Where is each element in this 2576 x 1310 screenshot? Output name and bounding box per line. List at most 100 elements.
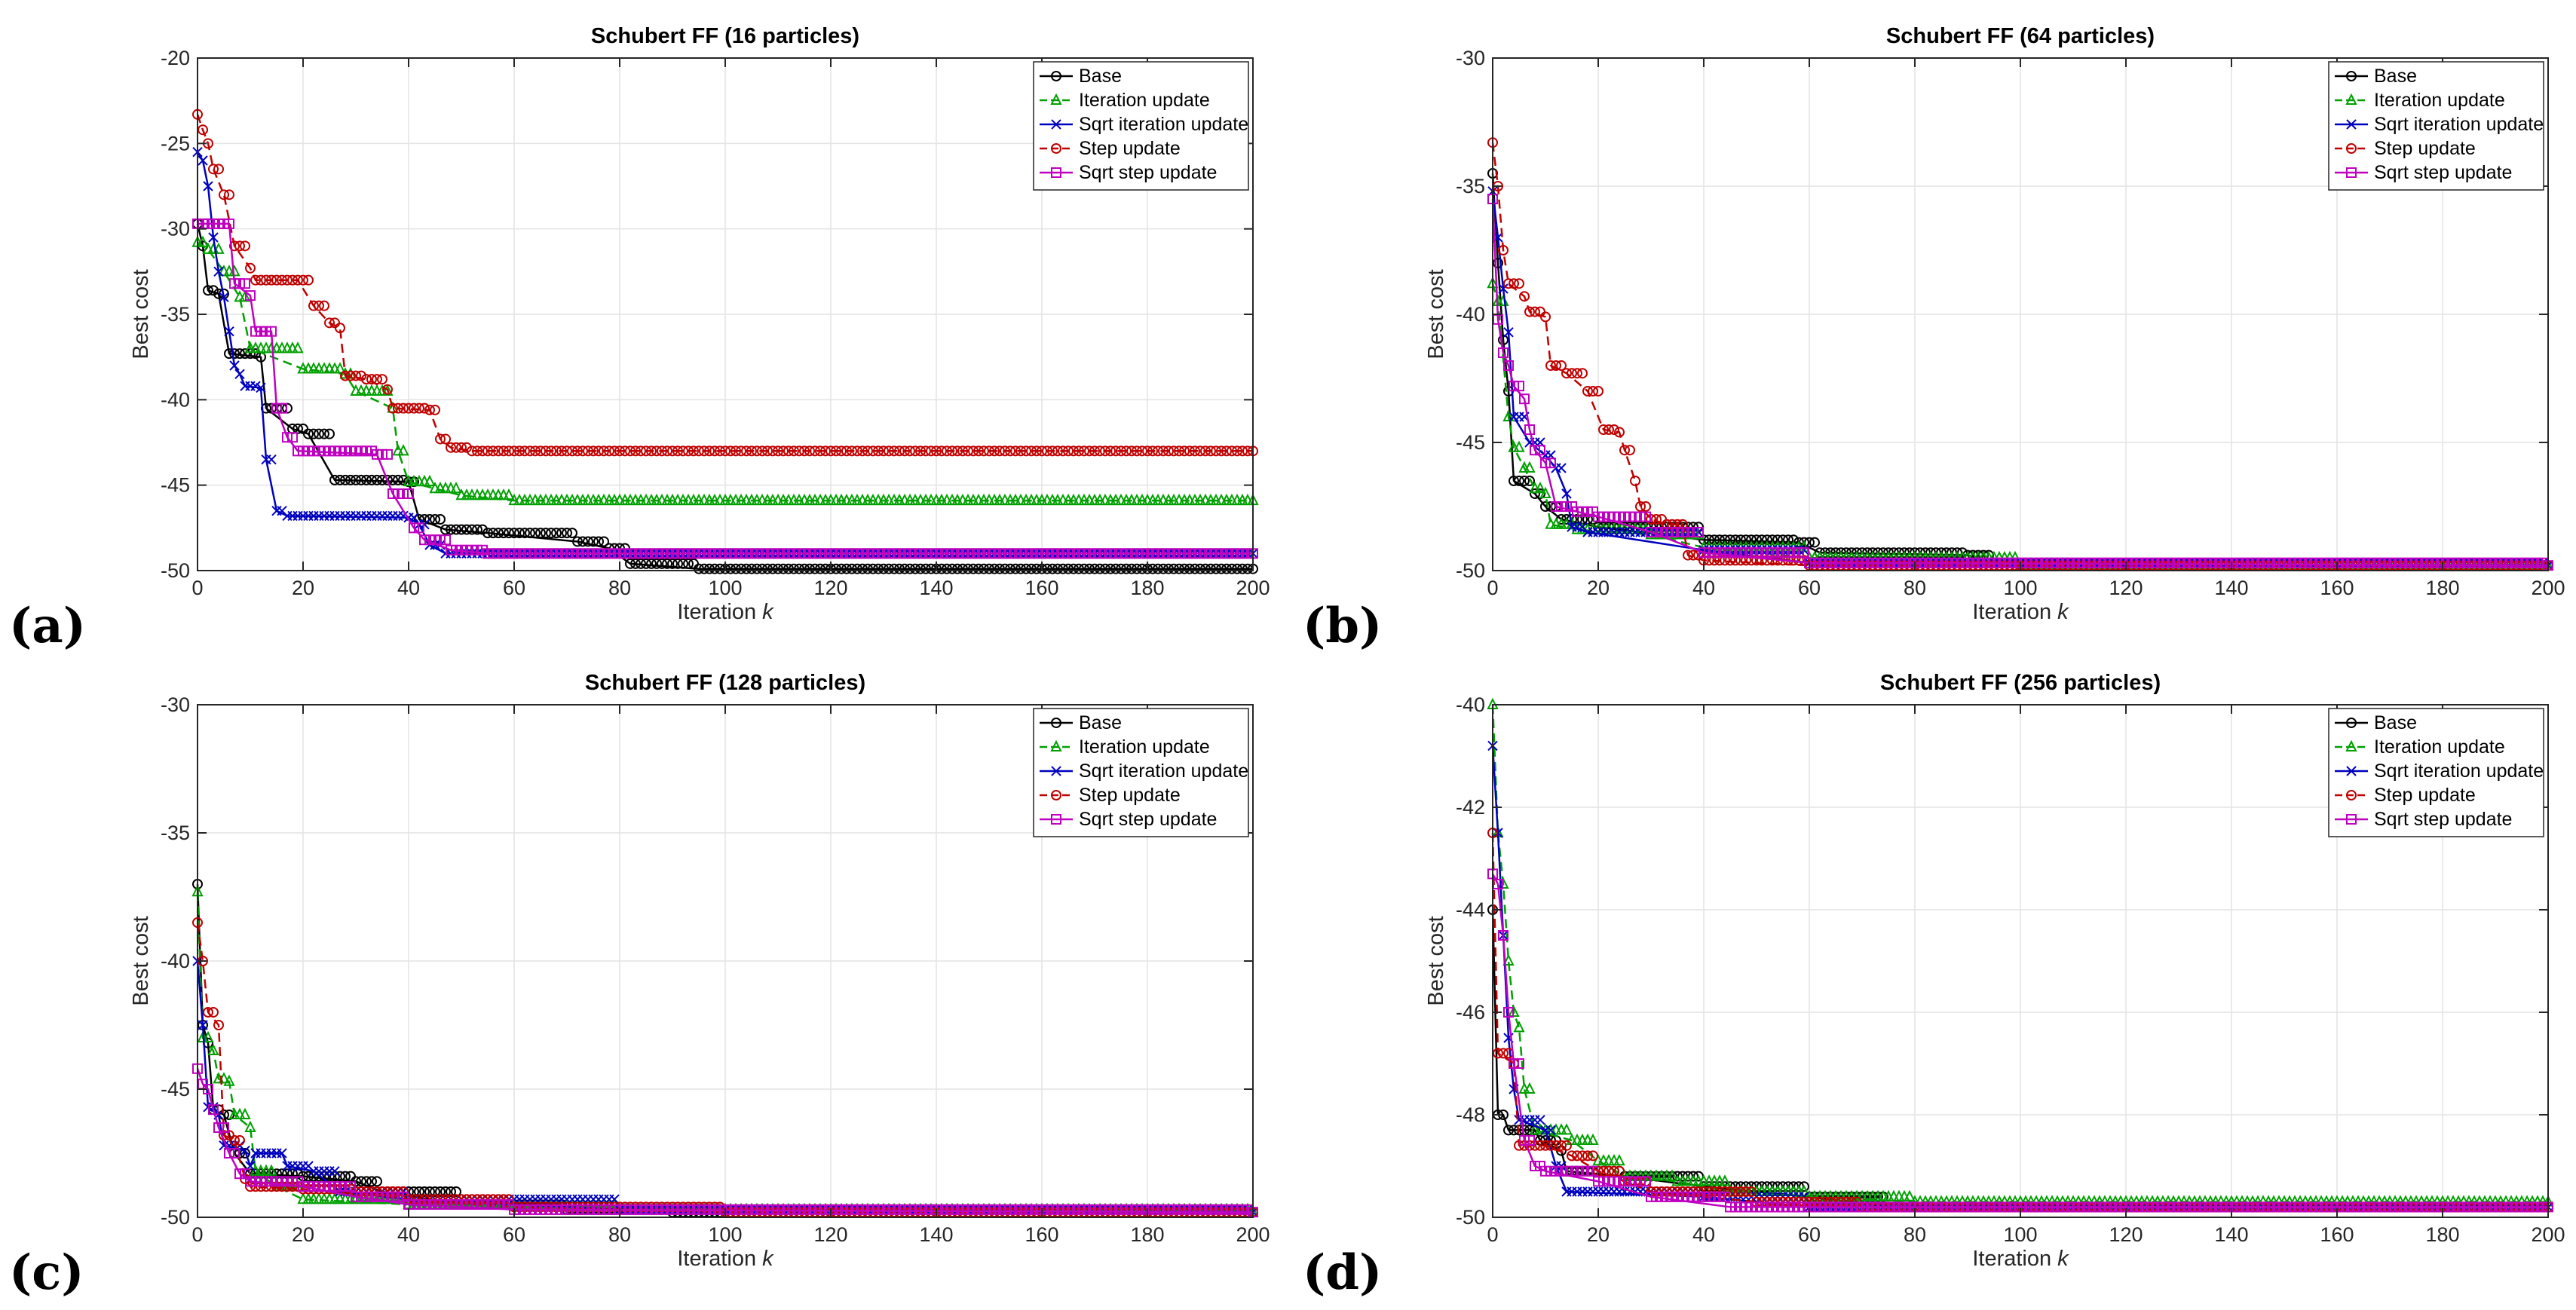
data-point-base [303,1171,314,1182]
data-point-iteration-update [1904,1189,1916,1201]
data-point-step-update [451,442,461,453]
data-point-step-update [261,274,271,286]
data-point-step-update [1026,445,1037,457]
data-point-base [1735,534,1746,546]
legend-item-sqrt-step-update: Sqrt step update [1040,162,1217,183]
data-point-step-update [271,274,282,286]
data-point-base [1741,534,1751,546]
data-point-step-update [403,402,414,414]
data-point-base [335,474,345,485]
data-point-step-update [398,402,409,414]
data-point-step-update [1619,445,1630,456]
data-point-iteration-update [424,474,436,487]
data-point-iteration-update [1524,1082,1536,1094]
legend-marker [1051,814,1061,825]
data-point-base [1047,563,1058,574]
data-point-step-update [382,384,393,395]
data-point-base [1788,534,1799,546]
data-point-base [382,474,393,485]
legend-box [2328,61,2544,191]
data-point-iteration-update [207,1043,219,1055]
data-point-step-update [372,374,382,385]
legend-label: Base [1079,712,1122,733]
data-point-base [356,1176,366,1187]
legend: Base Iteration update Sqrt iteration updat… [2328,61,2544,191]
data-point-sqrt-step-update [382,448,393,460]
x-axis-label-text: Iteration [677,600,762,624]
data-point-sqrt-iteration-update [198,1020,208,1030]
data-point-step-update [504,445,514,457]
data-point-step-update [868,445,878,457]
x-tick-label: 0 [1487,1223,1498,1246]
data-point-base [799,563,810,574]
data-point-step-update [213,1020,224,1030]
legend-label: Sqrt step update [2374,809,2512,830]
x-tick-label: 20 [1587,577,1610,599]
x-tick-label: 120 [813,577,847,599]
data-point-base [340,474,351,485]
data-point-base [683,558,694,569]
data-point-step-update [245,262,256,274]
data-point-base [1021,563,1031,574]
data-point-step-update [308,300,319,311]
data-point-sqrt-iteration-update [1503,327,1514,338]
data-point-step-update [208,1007,219,1018]
data-point-sqrt-iteration-update [277,1148,287,1158]
data-point-iteration-update [1587,1133,1599,1145]
data-point-step-update [667,445,678,457]
data-point-base [968,563,979,574]
data-point-base [889,563,899,574]
data-point-iteration-update [334,362,346,374]
data-point-sqrt-step-update [1640,511,1651,522]
data-point-base [636,558,646,569]
data-point-step-update [1603,1165,1614,1177]
series-sqrt-step-update [192,218,1258,559]
data-point-base [409,1186,419,1197]
data-point-base [541,528,551,539]
data-point-base [572,536,583,547]
data-point-step-update [277,274,287,286]
legend-item-iteration-update: Iteration update [2335,736,2505,758]
data-point-step-update [778,445,789,457]
data-point-step-update [736,445,746,457]
data-point-base [910,563,920,574]
x-tick-label: 20 [1587,1223,1610,1246]
data-point-step-update [240,240,250,252]
data-point-step-update [651,445,662,457]
data-point-base [963,563,973,574]
data-point-sqrt-step-update [403,488,414,499]
data-point-base [1762,534,1772,546]
data-point-step-update [862,445,873,457]
data-point-step-update [293,274,303,286]
data-point-step-update [1232,445,1242,457]
legend-marker [1051,790,1061,800]
legend-item-sqrt-iteration-update: Sqrt iteration update [2335,114,2544,135]
legend-label: Sqrt iteration update [1079,761,1248,782]
data-point-sqrt-step-update [1524,1135,1535,1146]
data-point-step-update [1514,278,1524,289]
data-point-sqrt-step-update [345,1181,356,1192]
data-point-base [1052,563,1063,574]
data-point-step-update [351,370,361,381]
data-point-step-update [825,445,836,457]
data-point-base [498,528,509,539]
data-point-base [203,285,213,296]
x-axis-label: Iteration k [677,600,774,624]
data-point-step-update [905,445,915,457]
data-point-step-update [588,445,599,457]
x-axis-label: Iteration k [677,1247,774,1271]
data-point-base [324,428,335,439]
data-point-sqrt-step-update [208,1104,219,1116]
y-tick-label: -35 [161,303,190,326]
data-point-step-update [314,300,324,311]
data-point-sqrt-step-update [240,278,250,289]
data-point-base [815,563,825,574]
data-point-step-update [1683,549,1693,561]
y-tick-label: -25 [161,132,190,155]
legend-marker [1050,739,1062,751]
data-point-step-update [1089,445,1100,457]
data-point-step-update [599,445,609,457]
data-point-sqrt-iteration-update [1545,1125,1556,1136]
data-point-step-update [493,445,504,457]
